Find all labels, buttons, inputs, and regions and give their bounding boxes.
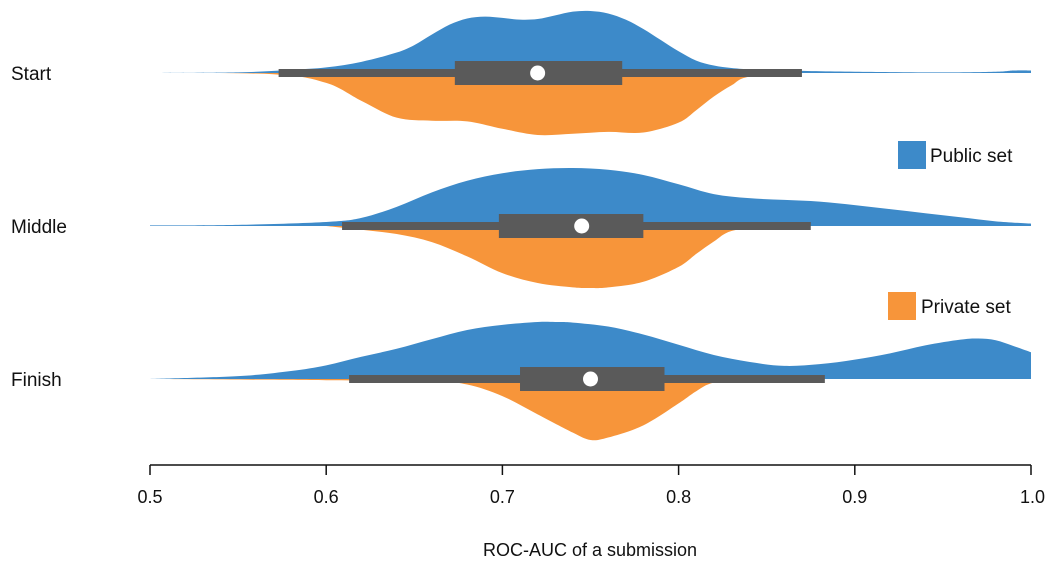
legend-public-swatch bbox=[898, 141, 926, 169]
violin-public-start bbox=[150, 10, 1031, 73]
legend-private-swatch bbox=[888, 292, 916, 320]
violin-private-middle bbox=[326, 226, 767, 289]
row-label-finish: Finish bbox=[11, 370, 62, 391]
median-marker-start bbox=[530, 65, 546, 81]
violin-public-finish bbox=[150, 321, 1031, 379]
violin-row-finish bbox=[150, 321, 1031, 441]
median-marker-finish bbox=[583, 371, 598, 387]
violin-row-start bbox=[150, 10, 1031, 136]
violin-private-start bbox=[150, 73, 802, 136]
legend: Public set Private set bbox=[888, 141, 1013, 320]
x-axis: 0.5 0.6 0.7 0.8 0.9 1.0 bbox=[137, 464, 1045, 507]
row-label-middle: Middle bbox=[11, 217, 67, 238]
row-labels: Start Middle Finish bbox=[11, 64, 67, 391]
violin-plot-area bbox=[150, 10, 1031, 441]
x-tick-label-1: 0.6 bbox=[314, 487, 339, 507]
x-tick-label-4: 0.9 bbox=[842, 487, 867, 507]
median-marker-middle bbox=[574, 218, 590, 234]
violin-public-middle bbox=[150, 167, 1031, 226]
row-label-start: Start bbox=[11, 64, 52, 85]
x-tick-label-2: 0.7 bbox=[490, 487, 515, 507]
legend-public-label: Public set bbox=[930, 146, 1013, 167]
x-tick-label-5: 1.0 bbox=[1020, 487, 1045, 507]
violin-private-finish bbox=[150, 379, 750, 441]
x-tick-label-3: 0.8 bbox=[666, 487, 691, 507]
violin-row-middle bbox=[150, 167, 1031, 289]
iqr-box-middle bbox=[498, 214, 644, 238]
x-tick-label-0: 0.5 bbox=[137, 487, 162, 507]
legend-private-label: Private set bbox=[921, 297, 1011, 318]
x-axis-title: ROC-AUC of a submission bbox=[483, 540, 697, 560]
